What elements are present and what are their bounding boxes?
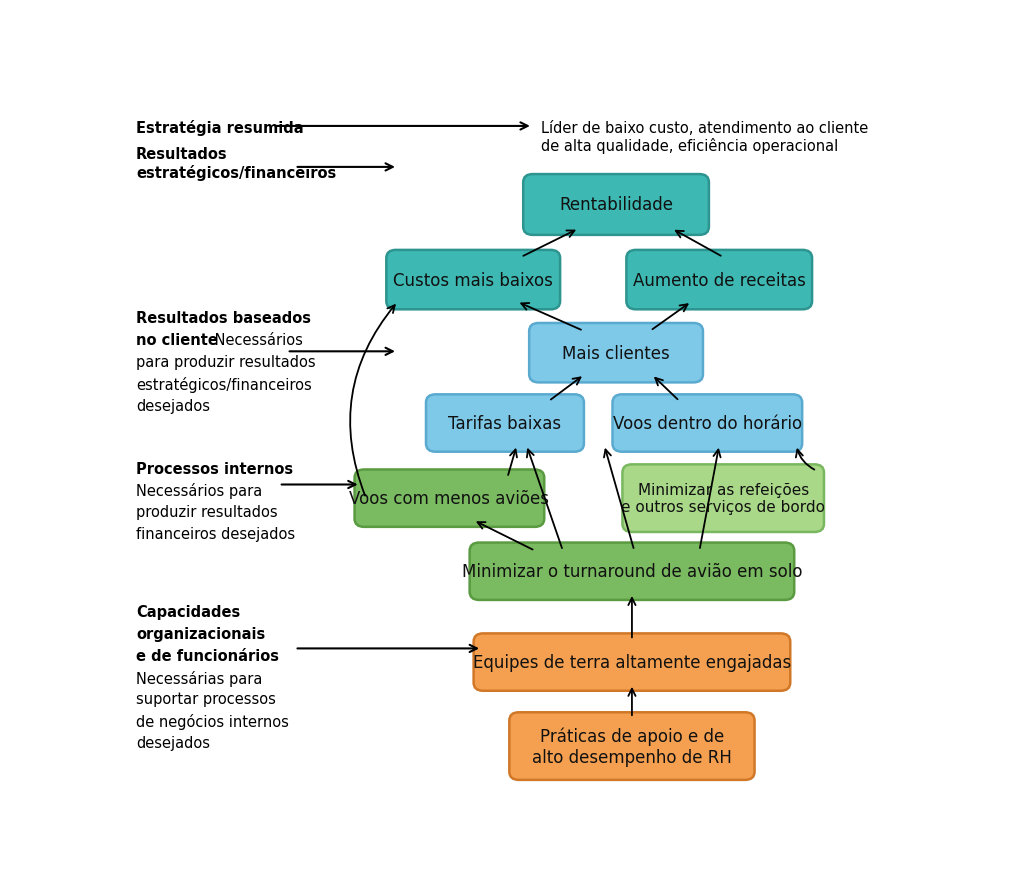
FancyBboxPatch shape: [474, 633, 791, 691]
Text: Equipes de terra altamente engajadas: Equipes de terra altamente engajadas: [473, 653, 792, 672]
Text: Minimizar as refeições
e outros serviços de bordo: Minimizar as refeições e outros serviços…: [622, 482, 825, 515]
Text: Capacidades: Capacidades: [136, 604, 241, 619]
Text: financeiros desejados: financeiros desejados: [136, 526, 295, 541]
FancyBboxPatch shape: [354, 470, 544, 527]
Text: desejados: desejados: [136, 399, 210, 413]
Text: para produzir resultados: para produzir resultados: [136, 354, 315, 369]
Text: e de funcionários: e de funcionários: [136, 648, 279, 663]
Text: Rentabilidade: Rentabilidade: [559, 197, 673, 214]
FancyBboxPatch shape: [523, 175, 709, 236]
Text: Resultados
estratégicos/financeiros: Resultados estratégicos/financeiros: [136, 147, 336, 181]
Text: Minimizar o turnaround de avião em solo: Minimizar o turnaround de avião em solo: [462, 563, 802, 580]
Text: estratégicos/financeiros: estratégicos/financeiros: [136, 377, 311, 392]
FancyBboxPatch shape: [612, 395, 802, 452]
Text: de negócios internos: de negócios internos: [136, 713, 289, 729]
Text: Líder de baixo custo, atendimento ao cliente
de alta qualidade, eficiência opera: Líder de baixo custo, atendimento ao cli…: [541, 120, 868, 154]
Text: Necessárias para: Necessárias para: [136, 670, 262, 686]
FancyBboxPatch shape: [426, 395, 584, 452]
FancyBboxPatch shape: [623, 465, 824, 532]
Text: Estratégia resumida: Estratégia resumida: [136, 120, 303, 136]
FancyBboxPatch shape: [509, 712, 755, 780]
Text: Voos dentro do horário: Voos dentro do horário: [612, 415, 802, 432]
Text: Práticas de apoio e de
alto desempenho de RH: Práticas de apoio e de alto desempenho d…: [532, 727, 732, 766]
FancyBboxPatch shape: [386, 251, 560, 310]
Text: Voos com menos aviões: Voos com menos aviões: [349, 490, 550, 508]
Text: Custos mais baixos: Custos mais baixos: [393, 271, 553, 289]
Text: desejados: desejados: [136, 735, 210, 750]
Text: Mais clientes: Mais clientes: [562, 345, 670, 362]
Text: Necessários: Necessários: [210, 333, 303, 348]
FancyBboxPatch shape: [470, 543, 795, 600]
Text: Resultados baseados: Resultados baseados: [136, 311, 311, 326]
Text: Tarifas baixas: Tarifas baixas: [449, 415, 561, 432]
FancyBboxPatch shape: [627, 251, 812, 310]
Text: Necessários para: Necessários para: [136, 483, 262, 499]
FancyBboxPatch shape: [529, 323, 702, 383]
Text: Processos internos: Processos internos: [136, 461, 293, 476]
Text: organizacionais: organizacionais: [136, 626, 265, 641]
Text: produzir resultados: produzir resultados: [136, 505, 278, 520]
Text: Aumento de receitas: Aumento de receitas: [633, 271, 806, 289]
Text: no cliente: no cliente: [136, 333, 218, 348]
Text: suportar processos: suportar processos: [136, 692, 275, 707]
